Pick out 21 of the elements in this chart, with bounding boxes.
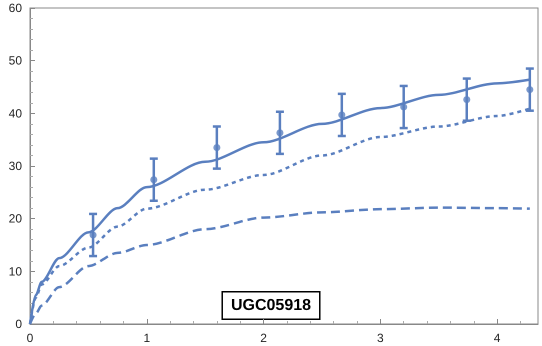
y-tick-label: 40 — [8, 106, 22, 120]
x-tick-label: 0 — [26, 331, 34, 345]
y-tick-label: 10 — [8, 264, 22, 278]
x-tick-label: 3 — [377, 331, 384, 345]
point — [90, 231, 97, 238]
point — [526, 86, 534, 94]
point — [276, 129, 284, 136]
point — [463, 96, 470, 104]
x-tick-label: 1 — [143, 331, 150, 345]
y-tick-label: 20 — [8, 212, 22, 226]
x-tick-label: 4 — [494, 331, 501, 345]
x-tick-label: 2 — [260, 331, 268, 345]
y-tick-label: 60 — [8, 1, 22, 15]
point — [338, 111, 346, 118]
point — [400, 104, 408, 111]
y-tick-label: 50 — [8, 54, 22, 68]
y-tick-label: 0 — [15, 317, 22, 331]
point — [213, 144, 220, 152]
annotation: UGC05918 — [230, 297, 312, 314]
point — [150, 176, 158, 184]
y-tick-label: 30 — [8, 159, 22, 173]
